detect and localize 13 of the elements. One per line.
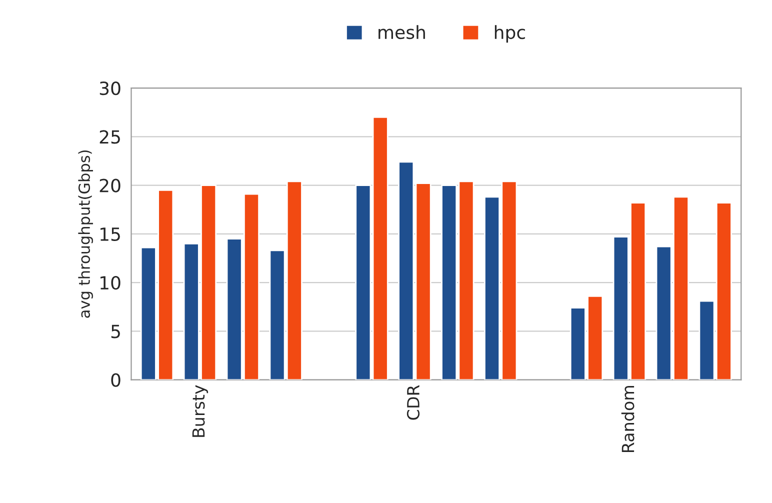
y-tick-label: 20 — [100, 178, 120, 192]
y-tick-label: 5 — [111, 324, 120, 338]
x-tick-label: Bursty — [192, 385, 208, 437]
x-tick-label: CDR — [406, 385, 420, 420]
legend-label: mesh — [378, 25, 425, 40]
y-tick-label: 15 — [100, 228, 120, 242]
legend-label: hpc — [494, 25, 525, 43]
x-tick-label: Random — [621, 386, 634, 452]
y-tick-label: 25 — [100, 130, 120, 144]
y-tick-label: 10 — [100, 276, 120, 290]
y-axis-title: avg throughput(Gbps) — [78, 150, 93, 318]
y-tick-label: 30 — [100, 81, 120, 96]
y-tick-label: 0 — [111, 373, 120, 387]
